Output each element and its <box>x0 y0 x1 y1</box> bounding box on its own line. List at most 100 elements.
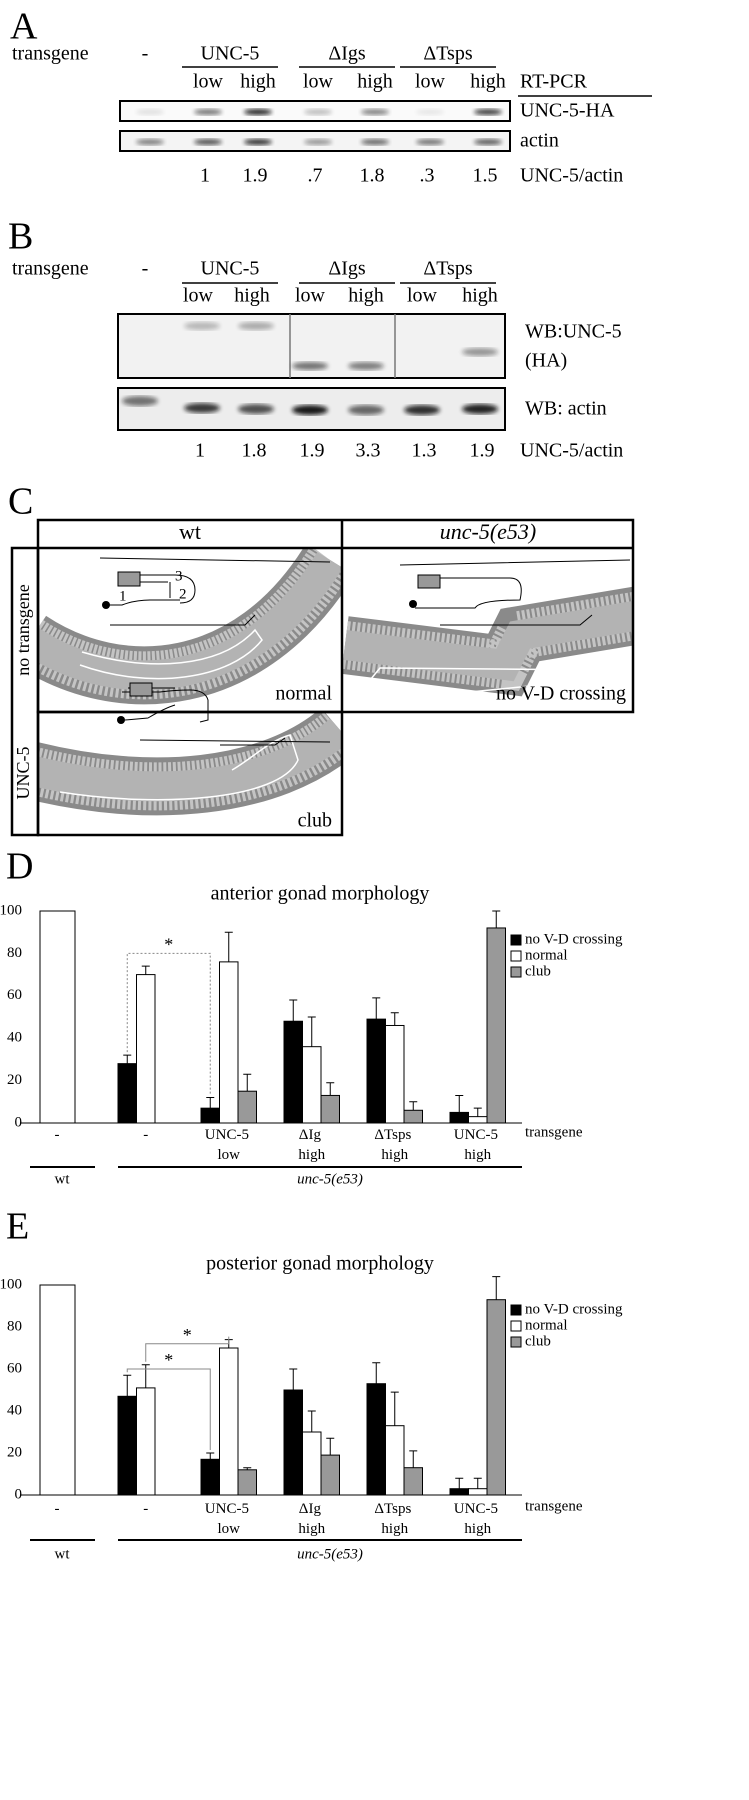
group-label: UNC-5 <box>201 43 260 65</box>
group-label: ΔIgs <box>328 43 366 65</box>
band <box>474 139 502 145</box>
band <box>416 109 444 115</box>
significance-bracket <box>126 952 211 1095</box>
panel-label: B <box>8 216 33 258</box>
bar <box>302 1046 322 1124</box>
bar <box>320 1094 340 1124</box>
bar <box>385 1425 405 1496</box>
x-tick-label: UNC-5 low <box>205 1501 253 1537</box>
legend-label: normal <box>525 1317 568 1333</box>
worm <box>39 552 341 691</box>
gonad-sketch <box>129 682 153 697</box>
legend-label: normal <box>525 947 568 963</box>
ratio: 3.3 <box>356 440 381 462</box>
level-label: low <box>407 285 438 307</box>
bar <box>486 1299 506 1496</box>
band <box>462 348 498 356</box>
band <box>194 109 222 115</box>
phenotype-label: normal <box>275 683 332 705</box>
bar <box>468 1488 488 1496</box>
error-bar <box>243 1073 252 1092</box>
ratio: .3 <box>420 165 435 187</box>
none-label: - <box>142 43 149 65</box>
x-tick-label: UNC-5 high <box>454 1501 502 1537</box>
band <box>404 405 440 415</box>
ratio-label: UNC-5/actin <box>520 440 623 462</box>
level-label: low <box>183 285 214 307</box>
y-tick-label: 0 <box>15 1114 23 1130</box>
ratio: .7 <box>308 165 323 187</box>
band <box>244 139 272 145</box>
bar <box>449 1111 469 1124</box>
error-bar <box>492 1276 501 1300</box>
bar <box>366 1018 386 1124</box>
band <box>474 109 502 115</box>
method-label: RT-PCR <box>520 71 588 93</box>
error-bar <box>289 1368 298 1390</box>
sketch <box>399 559 631 626</box>
y-tick-label: 80 <box>7 1318 22 1334</box>
x-tick-label: ΔIg high <box>298 1501 325 1537</box>
ratio: 1.5 <box>473 165 498 187</box>
none-label: - <box>142 258 149 280</box>
error-bar <box>141 965 150 975</box>
y-tick-label: 40 <box>7 1402 22 1418</box>
band <box>304 109 332 115</box>
step-label: 1 <box>119 588 127 604</box>
error-bar <box>326 1082 335 1096</box>
band <box>361 139 389 145</box>
bar <box>468 1116 488 1124</box>
error-bar <box>123 1374 132 1397</box>
error-bar <box>243 1467 252 1470</box>
band <box>292 405 328 415</box>
level-label: high <box>357 71 393 93</box>
row-label: UNC-5-HA <box>520 100 615 122</box>
level-label: high <box>240 71 276 93</box>
ratio: 1.8 <box>360 165 385 187</box>
band <box>348 405 384 415</box>
y-tick-label: 60 <box>7 1360 22 1376</box>
group-label: ΔTsps <box>423 258 472 280</box>
error-bar <box>123 1054 132 1064</box>
legend-swatch <box>510 1304 522 1316</box>
band <box>348 362 384 370</box>
bar <box>39 1284 76 1496</box>
sketch <box>108 574 196 606</box>
phenotype-label: club <box>298 810 332 832</box>
group-label: unc-5(e53) <box>297 1171 363 1187</box>
bar <box>237 1090 257 1124</box>
error-bar <box>307 1016 316 1047</box>
band <box>238 322 274 330</box>
ratio: 1.3 <box>412 440 437 462</box>
error-bar <box>390 1012 399 1026</box>
y-tick-label: 80 <box>7 945 22 961</box>
group-label: wt <box>55 1546 71 1562</box>
error-bar <box>372 1362 381 1384</box>
bar <box>237 1469 257 1496</box>
error-bar <box>307 1410 316 1432</box>
legend-label: club <box>525 1333 551 1349</box>
band <box>416 139 444 145</box>
ratio: 1.8 <box>242 440 267 462</box>
level-label: high <box>470 71 506 93</box>
bar <box>136 974 156 1124</box>
error-bar <box>326 1437 335 1456</box>
transgene-label: transgene <box>12 43 89 65</box>
table-frame <box>10 546 40 837</box>
bar <box>117 1063 137 1124</box>
group-label: ΔIgs <box>328 258 366 280</box>
y-tick-label: 20 <box>7 1444 22 1460</box>
legend-swatch <box>510 950 522 962</box>
level-label: high <box>462 285 498 307</box>
panel-label: C <box>8 481 33 523</box>
error-bar <box>289 999 298 1022</box>
y-tick-label: 0 <box>15 1486 23 1502</box>
ratio: 1.9 <box>300 440 325 462</box>
error-bar <box>473 1477 482 1489</box>
error-bar <box>206 1097 215 1109</box>
step-label: 2 <box>179 586 187 602</box>
band <box>244 109 272 115</box>
x-tick-label: UNC-5 high <box>454 1127 502 1163</box>
legend-swatch <box>510 966 522 978</box>
x-axis-label: transgene <box>525 1124 583 1140</box>
